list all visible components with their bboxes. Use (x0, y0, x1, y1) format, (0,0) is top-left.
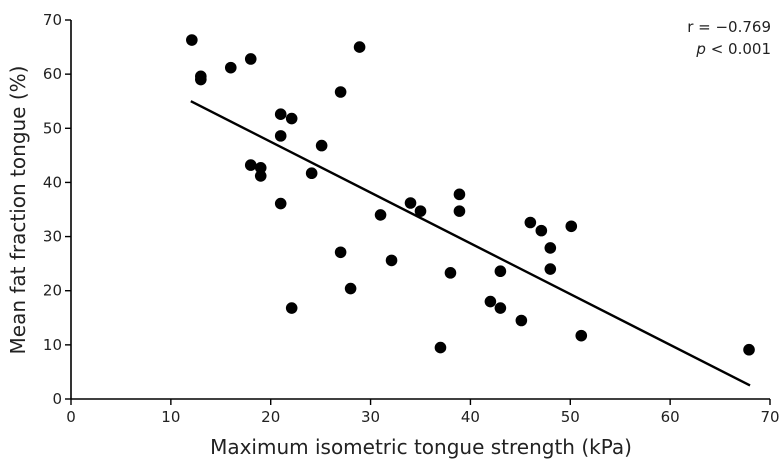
x-tick-label: 20 (261, 408, 280, 426)
data-point (453, 188, 466, 201)
data-point (195, 73, 207, 86)
data-point (535, 224, 548, 237)
y-tick-label: 0 (52, 390, 62, 408)
data-point (434, 341, 447, 354)
data-point (444, 267, 457, 279)
data-point (274, 130, 287, 142)
data-point (305, 167, 318, 180)
x-tick-label: 50 (561, 408, 580, 426)
data-point (334, 86, 347, 98)
y-axis-label: Mean fat fraction tongue (%) (6, 66, 30, 355)
data-point (484, 295, 497, 308)
y-tick-label: 20 (43, 282, 62, 300)
data-point (453, 205, 466, 217)
data-point (515, 314, 528, 327)
data-point (254, 170, 267, 182)
data-point (186, 34, 198, 46)
data-point (414, 205, 427, 217)
data-point (385, 254, 398, 267)
y-axis-ticks: 0 10 20 30 40 50 60 70 (43, 11, 71, 408)
y-tick-label: 40 (43, 173, 62, 191)
x-tick-label: 60 (661, 408, 680, 426)
x-tick-label: 0 (66, 408, 76, 426)
data-point (544, 263, 557, 275)
y-tick-label: 50 (43, 119, 62, 137)
data-point (494, 302, 507, 314)
data-point (254, 162, 267, 174)
data-point (244, 53, 257, 65)
x-axis-label: Maximum isometric tongue strength (kPa) (210, 435, 632, 459)
data-point (524, 216, 537, 229)
x-tick-label: 30 (361, 408, 380, 426)
p-value-text: < 0.001 (706, 40, 771, 58)
x-tick-label: 40 (461, 408, 480, 426)
data-point (334, 246, 347, 259)
data-point (404, 197, 417, 209)
y-tick-label: 10 (43, 336, 62, 354)
data-point (285, 112, 298, 125)
regression-line (190, 100, 751, 387)
data-point (743, 343, 755, 356)
data-point (274, 108, 287, 121)
regression-line-group (190, 100, 751, 387)
p-value-annotation: p < 0.001 (695, 40, 771, 58)
data-points (186, 34, 755, 356)
data-point (494, 265, 507, 278)
x-axis-ticks: 0 10 20 30 40 50 60 70 (66, 399, 780, 426)
data-point (544, 242, 557, 254)
data-point (353, 41, 366, 53)
axes (70, 20, 770, 400)
y-tick-label: 60 (43, 65, 62, 83)
data-point (274, 197, 287, 210)
data-point (285, 302, 298, 314)
data-point (575, 329, 588, 342)
correlation-annotation: r = −0.769 (687, 18, 771, 36)
x-tick-label: 70 (760, 408, 779, 426)
data-point (315, 139, 328, 152)
data-point (344, 282, 357, 295)
p-symbol: p (695, 40, 706, 58)
data-point (224, 61, 237, 74)
y-tick-label: 30 (43, 228, 62, 246)
data-point (565, 220, 578, 233)
x-tick-label: 10 (161, 408, 180, 426)
y-tick-label: 70 (43, 11, 62, 29)
data-point (244, 159, 257, 171)
data-point (374, 209, 387, 221)
